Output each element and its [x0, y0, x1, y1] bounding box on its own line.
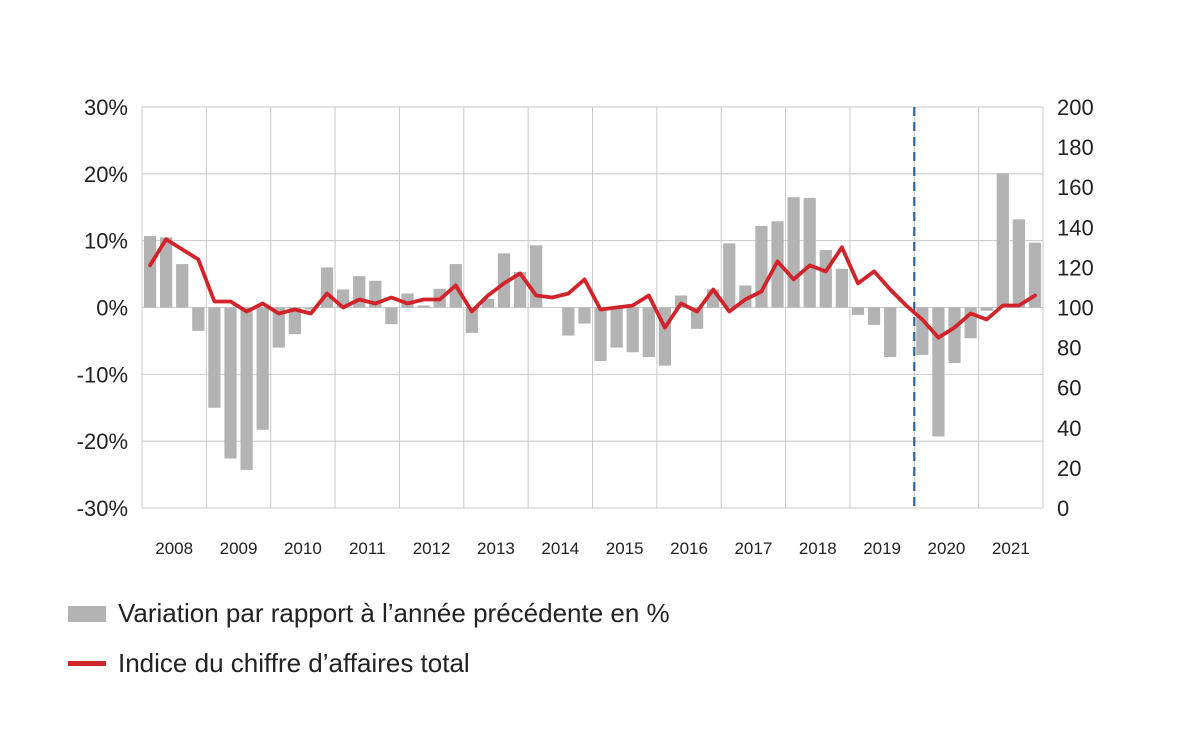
bar — [1012, 219, 1025, 308]
legend-bars-label: Variation par rapport à l’année précéden… — [118, 598, 670, 628]
x-tick-label: 2009 — [220, 539, 258, 558]
x-tick-label: 2013 — [477, 539, 515, 558]
y-right-tick-label: 40 — [1057, 416, 1081, 441]
bar — [143, 235, 157, 308]
bar — [497, 253, 511, 308]
bar — [723, 243, 736, 308]
bar — [996, 173, 1009, 308]
y-left-tick-label: 0% — [96, 296, 128, 321]
bar — [835, 268, 848, 308]
bar — [530, 245, 543, 308]
bar — [288, 307, 301, 335]
bar — [272, 307, 285, 348]
x-tick-label: 2014 — [541, 539, 579, 558]
legend-bars-swatch — [68, 605, 106, 622]
bar — [867, 307, 881, 325]
bar — [465, 307, 478, 333]
legend-line-label: Indice du chiffre d’affaires total — [118, 648, 470, 678]
bar — [417, 305, 430, 308]
x-tick-label: 2017 — [734, 539, 772, 558]
y-left-tick-label: 30% — [84, 95, 128, 120]
bar — [578, 307, 591, 324]
y-right-tick-label: 120 — [1057, 255, 1094, 280]
x-tick-label: 2018 — [799, 539, 837, 558]
x-tick-label: 2016 — [670, 539, 708, 558]
y-right-tick-label: 60 — [1057, 376, 1081, 401]
bar — [851, 307, 865, 315]
legend-line-swatch — [68, 661, 106, 666]
bar — [690, 307, 704, 329]
bar — [803, 197, 816, 308]
bar — [787, 197, 800, 308]
y-right-tick-label: 200 — [1057, 95, 1094, 120]
bar — [208, 307, 221, 408]
x-tick-label: 2011 — [349, 539, 386, 558]
bar — [304, 307, 318, 310]
y-left-tick-label: -10% — [77, 362, 128, 387]
bar — [513, 272, 527, 308]
bar — [1028, 242, 1042, 308]
x-tick-label: 2010 — [284, 539, 322, 558]
y-right-tick-label: 20 — [1057, 456, 1081, 481]
legend-bars: Variation par rapport à l’année précéden… — [68, 598, 670, 629]
y-left-tick-label: 20% — [84, 162, 128, 187]
bar — [626, 307, 639, 353]
bar — [948, 307, 961, 363]
legend-line: Indice du chiffre d’affaires total — [68, 648, 470, 679]
y-right-tick-label: 160 — [1057, 175, 1094, 200]
bar — [385, 307, 398, 325]
y-right-tick-label: 80 — [1057, 336, 1081, 361]
bar — [562, 307, 575, 336]
x-tick-label: 2020 — [928, 539, 966, 558]
line-series — [148, 237, 1037, 340]
x-tick-label: 2012 — [413, 539, 451, 558]
bar — [160, 237, 173, 308]
x-tick-label: 2015 — [606, 539, 644, 558]
bar — [642, 307, 655, 357]
bar — [819, 250, 832, 308]
bar — [176, 264, 189, 308]
y-right-tick-label: 100 — [1057, 296, 1094, 321]
x-tick-label: 2008 — [155, 539, 193, 558]
bar — [594, 307, 607, 361]
y-left-tick-label: 10% — [84, 229, 128, 254]
bar — [224, 307, 237, 459]
y-left-tick-label: -20% — [77, 429, 128, 454]
y-right-tick-label: 0 — [1057, 496, 1069, 521]
x-tick-label: 2021 — [992, 539, 1030, 558]
bar — [610, 307, 623, 348]
y-right-tick-label: 140 — [1057, 215, 1094, 240]
x-tick-label: 2019 — [863, 539, 901, 558]
y-right-tick-label: 180 — [1057, 135, 1094, 160]
bar — [481, 298, 495, 308]
bar — [884, 307, 897, 357]
bar — [256, 307, 269, 430]
y-left-tick-label: -30% — [77, 496, 128, 521]
bar — [192, 307, 205, 331]
bar — [932, 307, 945, 437]
bar — [980, 307, 993, 311]
bar — [240, 307, 253, 470]
